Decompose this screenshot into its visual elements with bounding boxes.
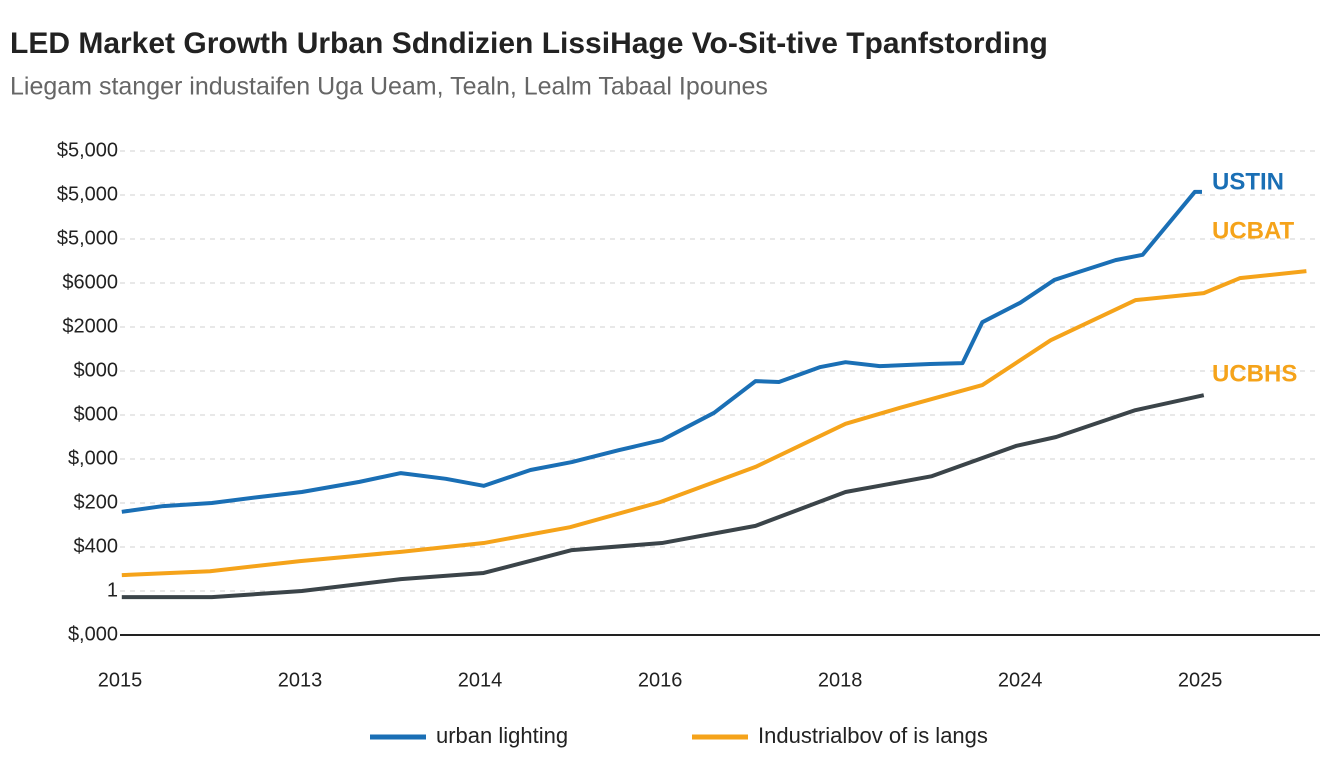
x-tick-label: 2024	[998, 669, 1043, 691]
chart-title: LED Market Growth Urban Sdndizien LissiH…	[10, 27, 1048, 60]
y-tick-label: $5,000	[57, 139, 118, 161]
y-tick-label: $000	[74, 359, 119, 381]
series-line	[121, 393, 1205, 600]
y-tick-label: 1	[107, 579, 118, 601]
x-tick-label: 2018	[818, 669, 863, 691]
y-tick-label: $,000	[68, 447, 118, 469]
end-label: UCBAT	[1212, 217, 1295, 244]
y-tick-label: $200	[74, 491, 119, 513]
end-label: UCBHS	[1212, 360, 1297, 387]
legend-label: Industrialbov of is langs	[758, 723, 988, 748]
x-tick-label: 2016	[638, 669, 683, 691]
y-tick-label: $6000	[62, 271, 118, 293]
series-line	[121, 189, 1202, 514]
x-tick-label: 2013	[278, 669, 323, 691]
legend-label: urban lighting	[436, 723, 568, 748]
y-tick-label: $5,000	[57, 183, 118, 205]
end-label: USTIN	[1212, 168, 1284, 195]
y-tick-label: $5,000	[57, 227, 118, 249]
series-line	[121, 269, 1307, 578]
x-tick-label: 2025	[1178, 669, 1223, 691]
x-tick-label: 2015	[98, 669, 143, 691]
y-tick-label: $000	[74, 403, 119, 425]
x-tick-label: 2014	[458, 669, 503, 691]
y-tick-label: $2000	[62, 315, 118, 337]
chart-subtitle: Liegam stanger industaifen Uga Ueam, Tea…	[10, 73, 768, 101]
y-tick-label: $,000	[68, 623, 118, 645]
y-tick-label: $400	[74, 535, 119, 557]
